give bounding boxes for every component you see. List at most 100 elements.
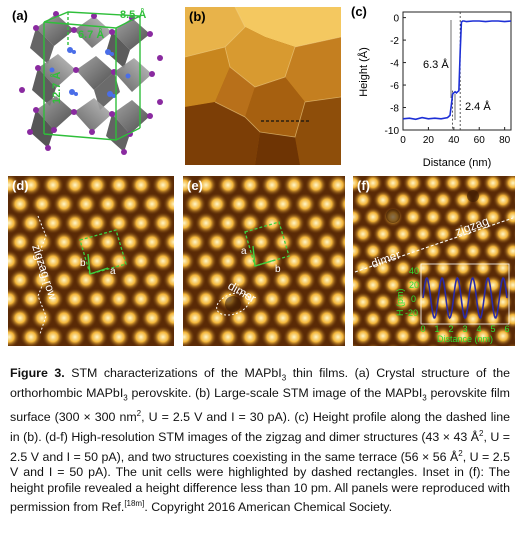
stm-molecule-spot — [86, 288, 108, 310]
stm-molecule-spot — [8, 237, 9, 247]
stm-molecule-spot — [53, 307, 75, 329]
stm-molecule-spot — [503, 176, 515, 193]
stm-molecule-spot — [163, 193, 174, 215]
stm-molecule-spot — [413, 326, 433, 346]
inset-xtick-label: 5 — [490, 324, 495, 334]
stm-molecule-spot — [393, 190, 413, 210]
stm-molecule-spot — [322, 176, 332, 177]
stm-molecule-spot — [261, 288, 283, 310]
stm-molecule-spot — [433, 326, 453, 346]
caption-part-3: perovskite. (b) Large-scale STM image of… — [127, 386, 423, 401]
stm-molecule-spot — [42, 288, 64, 310]
stm-molecule-spot — [294, 193, 316, 215]
stm-lattice-d — [8, 176, 174, 346]
zigzag-row-annotation: zigzag row — [29, 243, 60, 302]
stm-molecule-spot — [513, 262, 515, 274]
stm-molecule-spot — [147, 345, 157, 346]
stm-molecule-spot — [463, 241, 483, 261]
stm-molecule-spot — [353, 190, 373, 210]
stm-molecule-spot — [327, 326, 345, 346]
stm-molecule-spot — [316, 307, 338, 329]
stm-molecule-spot — [108, 326, 130, 346]
inset-xtick-label: 4 — [476, 324, 481, 334]
inset-ylabel: H (pm) — [395, 289, 405, 317]
stm-molecule-spot — [300, 345, 310, 346]
panel-a-crystal-structure: 8.5 Å 6.7 Å 12.7 Å (a) — [8, 6, 176, 168]
caption-part-1: STM characterizations of the MAPbI — [64, 366, 282, 380]
inset-ytick-0: 0 — [411, 294, 416, 304]
inset-ytick-20: 20 — [409, 280, 419, 290]
stm-molecule-spot — [141, 269, 163, 291]
stm-molecule-spot — [443, 241, 463, 261]
dimer-highlight-ellipse — [216, 292, 250, 316]
panel-c-height-profile: 0 -2 -4 -6 -8 -10 0 20 40 60 80 6.3 Å 2.4 Å Heigh… — [347, 2, 517, 174]
stm-molecule-spot — [353, 343, 361, 346]
stm-molecule-spot — [239, 326, 261, 346]
stm-molecule-spot — [344, 176, 345, 177]
stm-molecule-spot — [327, 176, 345, 196]
stm-molecule-spot — [15, 176, 25, 177]
panel-d-zigzag-stm: a b zigzag row (d) — [8, 176, 174, 346]
inset-xtick-label: 2 — [448, 324, 453, 334]
stm-molecule-spot — [212, 176, 222, 177]
inset-xlabel: Distance (nm) — [437, 334, 493, 344]
stm-molecule-spot — [316, 193, 338, 215]
stm-molecule-spot — [184, 269, 206, 291]
stm-molecule-spot — [363, 241, 383, 261]
caption-reference[interactable]: [18m] — [124, 499, 145, 509]
caption-part-4: perovskite film surface (300 × 300 nm — [10, 386, 510, 425]
stm-molecule-spot — [305, 250, 327, 272]
stm-molecule-spot — [130, 176, 152, 196]
stm-molecule-spot — [141, 193, 163, 215]
stm-molecule-spot — [183, 313, 184, 323]
stm-molecule-spot — [363, 275, 383, 295]
stm-molecule-spot — [383, 241, 403, 261]
stm-molecule-spot — [383, 176, 403, 193]
stm-molecule-spot — [195, 250, 217, 272]
vector-b-e: b — [275, 264, 281, 275]
stm-molecule-spot — [206, 231, 228, 253]
stm-molecule-spot — [183, 288, 195, 310]
stm-molecule-spot — [130, 212, 152, 234]
y-tick-label: 0 — [393, 14, 399, 25]
stm-molecule-spot — [322, 345, 332, 346]
stm-molecule-spot — [9, 193, 31, 215]
stm-molecule-spot — [130, 250, 152, 272]
stm-molecule-spot — [228, 193, 250, 215]
caption-sub-3: 3 — [422, 393, 427, 403]
stm-molecule-spot — [20, 288, 42, 310]
stm-molecule-spot — [53, 269, 75, 291]
y-tick-label: -8 — [390, 104, 399, 115]
stm-molecule-spot — [373, 326, 393, 346]
stm-molecule-spot — [250, 307, 272, 329]
stm-molecule-spot — [294, 307, 316, 329]
stm-molecule-spot — [97, 269, 119, 291]
stm-molecule-spot — [8, 288, 20, 310]
stm-molecule-spot — [393, 258, 413, 278]
stm-molecule-spot — [8, 250, 20, 272]
stm-molecule-spot — [206, 193, 228, 215]
stm-molecule-spot — [453, 326, 473, 346]
stm-molecule-spot — [338, 307, 345, 329]
stm-molecule-spot — [163, 231, 174, 253]
inset-xtick-label: 3 — [462, 324, 467, 334]
methylammonium-molecules — [49, 47, 131, 98]
caption-sub-1: 3 — [281, 373, 287, 383]
stm-molecule-spot — [433, 224, 453, 244]
unit-cell-d — [79, 229, 127, 275]
caption-part-8: . Copyright 2016 American Chemical Socie… — [144, 500, 393, 515]
stm-lattice-e — [183, 176, 345, 346]
caption-sup-4: 2 — [136, 409, 142, 419]
stm-molecule-spot — [250, 269, 272, 291]
stm-molecule-spot — [20, 250, 42, 272]
stm-molecule-spot — [385, 343, 401, 346]
stm-molecule-spot — [59, 176, 69, 177]
stm-molecule-spot — [283, 326, 305, 346]
stm-molecule-spot — [183, 237, 184, 247]
stm-molecule-spot — [383, 275, 403, 295]
stm-molecule-spot — [42, 176, 64, 196]
caption-part-6: , U = 2.5 V and I = 50 pA), and two stru… — [10, 429, 510, 464]
stm-molecule-spot — [42, 326, 64, 346]
stm-molecule-spot — [8, 326, 20, 346]
stm-molecule-spot — [423, 241, 443, 261]
